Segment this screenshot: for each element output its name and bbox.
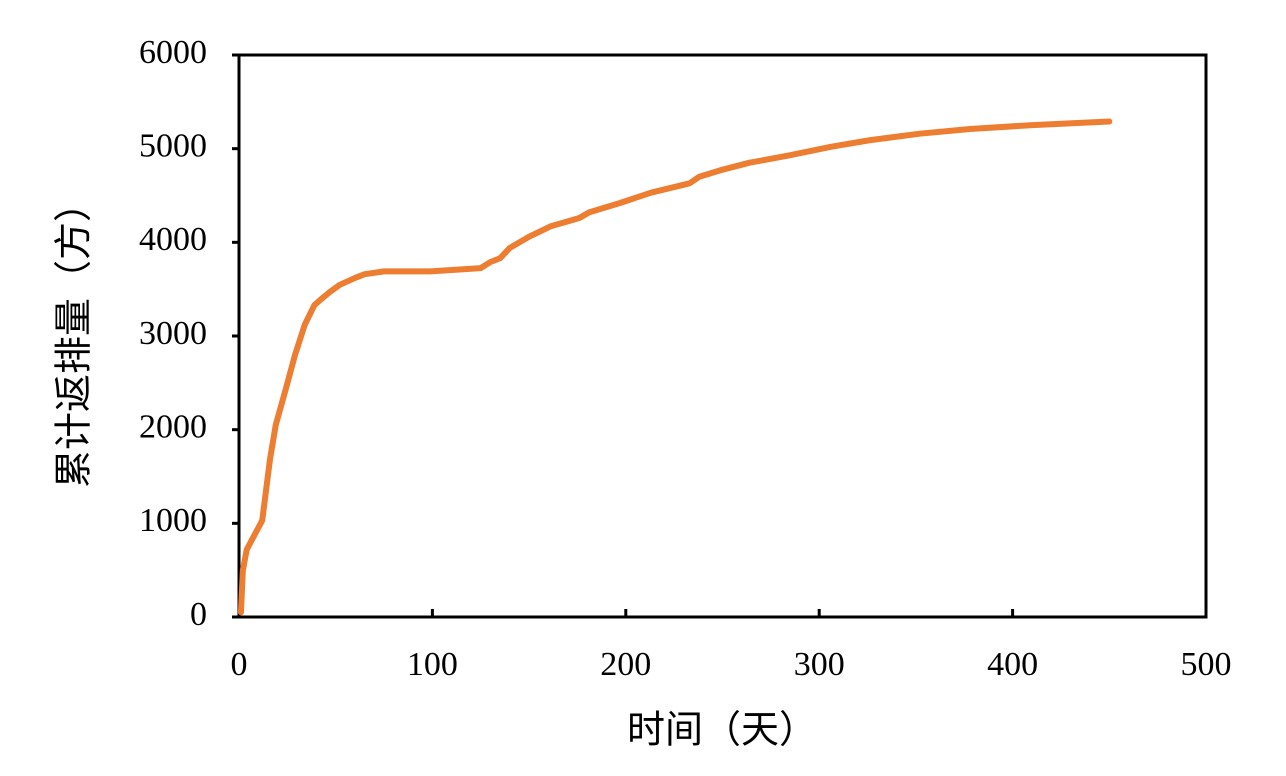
- y-tick-label: 3000: [139, 315, 207, 352]
- y-axis-title: 累计返排量（方）: [54, 184, 96, 488]
- x-tick-label: 500: [1181, 646, 1232, 683]
- x-axis-title: 时间（天）: [627, 710, 817, 752]
- y-tick-label: 2000: [139, 408, 207, 445]
- plot-frame: [237, 53, 1208, 619]
- x-tick-label: 400: [987, 646, 1038, 683]
- y-tick-label: 4000: [139, 221, 207, 258]
- y-tick-label: 0: [190, 596, 207, 633]
- y-tick-label: 1000: [139, 502, 207, 539]
- y-tick-label: 6000: [139, 34, 207, 71]
- y-tick-label: 5000: [139, 127, 207, 164]
- line-series: [237, 118, 1113, 616]
- x-tick-label: 0: [231, 646, 248, 683]
- x-tick-label: 100: [407, 646, 458, 683]
- x-tick-label: 300: [794, 646, 845, 683]
- x-tick-label: 200: [600, 646, 651, 683]
